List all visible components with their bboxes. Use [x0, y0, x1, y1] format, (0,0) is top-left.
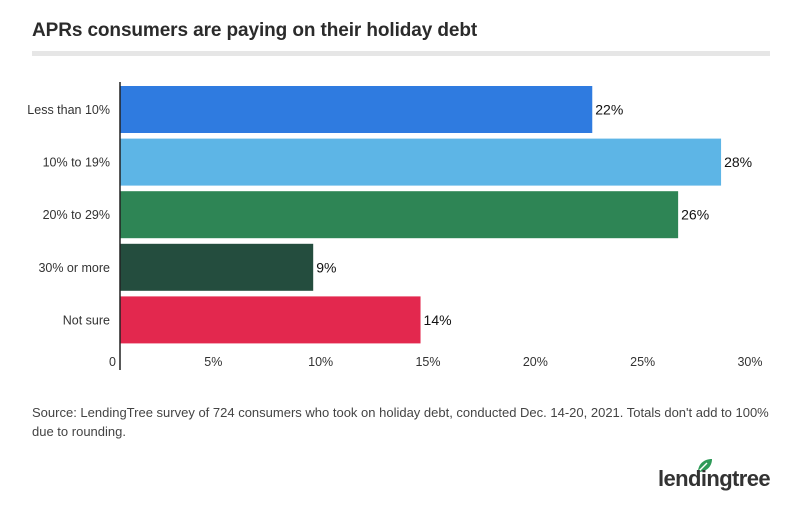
tick-label: 30% [737, 355, 762, 369]
value-label: 28% [724, 154, 752, 170]
bar-less-than-10 [120, 86, 592, 133]
bar-not-sure [120, 296, 421, 343]
source-note: Source: LendingTree survey of 724 consum… [32, 403, 772, 441]
tick-label: 20% [523, 355, 548, 369]
value-label: 22% [595, 102, 623, 118]
bar-10-to-19 [120, 139, 721, 186]
tick-label: 0 [109, 355, 116, 369]
tick-label: 15% [415, 355, 440, 369]
lendingtree-logo: lendingtree [640, 458, 770, 492]
bar-30-or-more [120, 244, 313, 291]
category-label: Not sure [63, 313, 110, 327]
tick-label: 5% [204, 355, 222, 369]
tick-label: 25% [630, 355, 655, 369]
value-label: 9% [316, 259, 336, 275]
value-label: 14% [424, 312, 452, 328]
bar-chart: Less than 10% 10% to 19% 20% to 29% 30% or … [0, 0, 800, 400]
logo-wordmark: lendingtree [658, 466, 770, 492]
value-label: 26% [681, 207, 709, 223]
category-label: 30% or more [38, 261, 110, 275]
bar-20-to-29 [120, 191, 678, 238]
tick-label: 10% [308, 355, 333, 369]
category-label: 20% to 29% [43, 208, 110, 222]
category-label: 10% to 19% [43, 156, 110, 170]
category-label: Less than 10% [27, 103, 110, 117]
